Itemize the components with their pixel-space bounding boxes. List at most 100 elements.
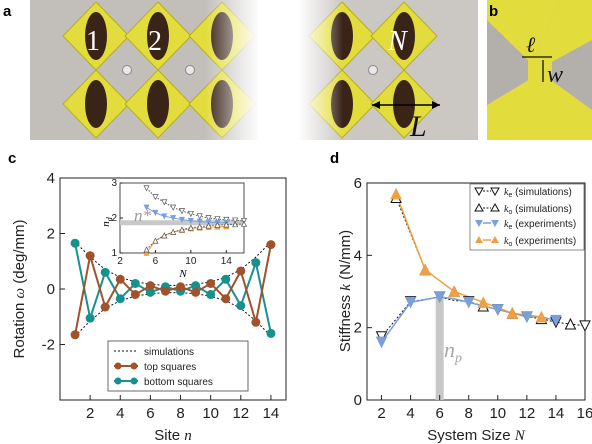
x-tick-label: 4 (116, 405, 124, 422)
bottom-squares-point (115, 294, 125, 304)
inset-sim-lower-point (240, 220, 248, 227)
simulation-envelope-line (74, 292, 272, 337)
x-tick-label: 12 (232, 405, 249, 422)
x-tick-label: 2 (377, 405, 385, 422)
inset-sim-upper-point (223, 216, 230, 224)
top-squares-point (145, 281, 155, 291)
inset-sim-lower-point (187, 224, 194, 231)
hinge-pin (368, 65, 378, 75)
inset-ke-exp-point (170, 215, 177, 222)
top-squares-point (70, 330, 80, 340)
magnet-dot (393, 12, 415, 60)
panel-d-xlabel: System Size N (427, 427, 526, 444)
ke-exp-point (521, 311, 533, 323)
panel-a-photo: a 1 2 N L (3, 0, 478, 143)
top-squares-point (176, 282, 186, 292)
legend-bottom-dot-2 (130, 377, 138, 385)
inset-sim-upper-point (161, 199, 168, 206)
inset-sim-lower-point (196, 223, 203, 230)
legend-bottom-dot-1 (114, 377, 122, 385)
top-squares-point (191, 287, 201, 297)
legend-ko-sim-label: ko (simulations) (504, 204, 572, 216)
x-tick-label: 4 (406, 405, 414, 422)
ke-exp-point (491, 304, 504, 316)
y-tick-label: 2 (47, 226, 55, 243)
top-squares-point (221, 294, 231, 304)
inset-series (143, 185, 248, 256)
inset-y-tick-label: 2 (111, 213, 117, 224)
magnet-dot (147, 12, 169, 60)
legend-ke-sim-label: ke (simulations) (504, 187, 572, 199)
np-label: np (444, 337, 462, 366)
inset-y-tick-label: 1 (111, 248, 117, 259)
inset-sim-lower-point (161, 232, 168, 239)
x-tick-label: 10 (489, 405, 506, 422)
w-label: w (547, 62, 563, 88)
panel-d-frame (366, 182, 586, 401)
site-label-N: N (387, 26, 408, 57)
magnet-dot (85, 80, 107, 128)
inset-ke-exp-point (187, 217, 194, 225)
ko-exp-point (448, 285, 461, 297)
inset-x-tick-label: 2 (117, 256, 123, 267)
ke-exp-point (433, 291, 446, 304)
panel-c-xlabel: Site n (154, 427, 192, 444)
inset-sim-lower-point (205, 222, 212, 229)
bottom-squares-point (191, 281, 201, 291)
inset-y-tick-label: 3 (111, 178, 117, 189)
ko-exp-point (390, 187, 402, 200)
legend-ko-sim: ko (simulations) (474, 202, 572, 216)
magnet-dot (85, 12, 107, 60)
inset-ke-exp-point (178, 216, 186, 224)
bottom-squares-point (236, 301, 246, 311)
x-tick-label: 14 (263, 405, 280, 422)
inset-x-tick-label: 10 (185, 256, 197, 267)
inset-sim-lower-point (178, 226, 186, 233)
inset-ko-exp-point (143, 249, 150, 256)
inset-sim-lower-point (152, 237, 159, 244)
inset-ko-exp-line (146, 225, 227, 254)
panel-c-ylabel: Rotation ω (deg/mm) (11, 220, 28, 359)
inset-sim-lower-point (143, 246, 150, 253)
bottom-squares-point (221, 274, 231, 284)
legend-ke-sim: ke (simulations) (474, 187, 572, 199)
legend-bottom-label: bottom squares (144, 377, 213, 388)
panel-d-label: d (330, 150, 339, 167)
legend-ko-exp-label: ko (experiments) (504, 236, 576, 248)
legend-ko-exp: ko (experiments) (475, 236, 576, 248)
ell-label: ℓ (526, 32, 536, 57)
inset-ke-exp-point (205, 219, 212, 226)
inset-ke-exp-point (161, 213, 168, 220)
ke-exp-point (550, 314, 562, 327)
x-tick-label: 12 (519, 405, 536, 422)
inset-sim-upper-point (232, 217, 239, 224)
top-squares-point (160, 286, 170, 296)
top-squares-point (206, 278, 216, 288)
inset-sim-upper-point (214, 216, 221, 223)
np-bar (435, 296, 444, 400)
bottom-squares-point (266, 328, 276, 338)
ke-exp-point (375, 336, 388, 349)
inset-x-tick-label: 6 (153, 256, 159, 267)
panel-b-photo: b ℓ w (487, 0, 592, 140)
length-arrow (372, 101, 440, 109)
top-squares-point (251, 317, 261, 327)
nstar-label: n* (134, 206, 152, 225)
bottom-squares-point (206, 290, 216, 300)
bottom-squares-point (100, 267, 110, 277)
inset-sim-upper-point (178, 208, 186, 215)
inset-sim-upper-point (170, 204, 177, 211)
panel-a-label: a (3, 3, 12, 20)
y-tick-label: -2 (42, 337, 55, 354)
y-tick-label: 6 (354, 175, 362, 192)
inset-x-tick-label: 14 (221, 256, 233, 267)
panel-d-legend: ke (simulations) ko (simulations) ke (ex… (469, 183, 585, 251)
bottom-squares-point (130, 278, 140, 288)
inset-sim-lower-point (223, 221, 230, 228)
ke-exp-point (404, 296, 417, 309)
legend-top-dot-2 (130, 362, 138, 370)
legend-top-label: top squares (144, 362, 196, 373)
